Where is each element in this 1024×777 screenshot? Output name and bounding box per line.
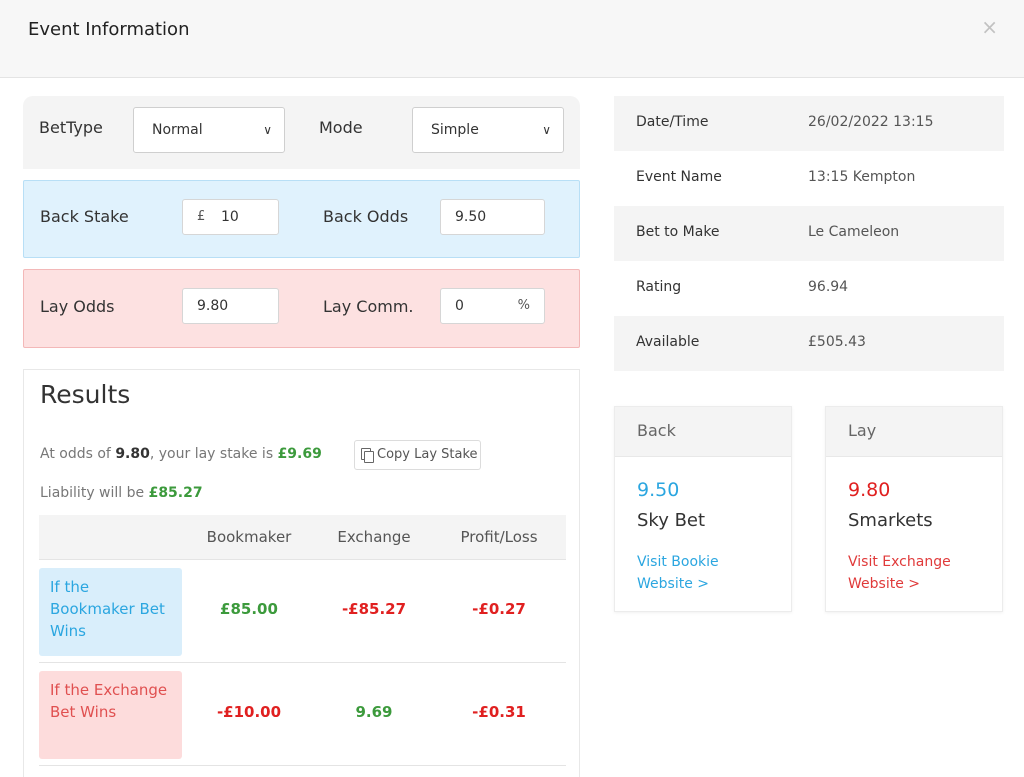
info-value: £505.43 [808,334,866,350]
lay-odds-value: 9.80 [197,298,229,314]
results-title: Results [40,380,131,409]
back-odds-label: Back Odds [323,207,409,226]
lay-card: Lay 9.80 Smarkets Visit Exchange Website… [825,406,1003,612]
lay-card-heading: Lay [826,407,1002,457]
currency-prefix: £ [197,209,206,224]
modal-header: Event Information × [0,0,1024,78]
row-label-bookmaker-wins: If the Bookmaker Bet Wins [39,568,182,656]
back-odds-input[interactable]: 9.50 [440,199,545,235]
profit-loss-cell: -£0.31 [472,703,526,721]
lay-comm-value: 0 [455,298,464,314]
chevron-down-icon: ∨ [263,123,272,137]
close-icon[interactable]: × [981,15,998,39]
back-stake-input[interactable]: £ 10 [182,199,279,235]
lay-odds-highlight: 9.80 [115,446,150,462]
lay-odds-input[interactable]: 9.80 [182,288,279,324]
info-value: Le Cameleon [808,224,900,240]
exchange-name: Smarkets [848,510,933,531]
summary-text: At odds of [40,446,116,462]
summary-text: , your lay stake is [149,446,278,462]
back-card-heading: Back [615,407,791,457]
back-odds-value: 9.50 [455,209,487,225]
back-bet-panel: Back Stake £ 10 Back Odds 9.50 [23,180,580,258]
results-table-header: Bookmaker Exchange Profit/Loss [39,515,566,560]
liability-summary: Liability will be £85.27 [40,485,203,501]
bookmaker-name: Sky Bet [637,510,706,531]
column-header: Exchange [337,528,411,546]
bookmaker-cell: -£10.00 [216,703,282,721]
info-value: 26/02/2022 13:15 [808,114,934,130]
back-card-odds: 9.50 [637,479,680,501]
event-info-table: Date/Time 26/02/2022 13:15 Event Name 13… [614,96,1004,371]
row-label-exchange-wins: If the Exchange Bet Wins [39,671,182,759]
modal-title: Event Information [28,19,190,40]
lay-stake-summary: At odds of 9.80, your lay stake is £9.69 [40,446,322,462]
info-key: Bet to Make [636,224,720,240]
copy-icon [361,448,374,463]
exchange-cell: -£85.27 [341,600,407,618]
info-value: 96.94 [808,279,849,295]
table-row: If the Exchange Bet Wins -£10.00 9.69 -£… [39,663,566,766]
column-header: Profit/Loss [460,528,538,546]
column-header: Bookmaker [206,528,292,546]
info-key: Date/Time [636,114,709,130]
info-row-event-name: Event Name 13:15 Kempton [614,151,1004,206]
mode-value: Simple [431,122,479,138]
copy-lay-stake-button[interactable]: Copy Lay Stake [354,440,481,470]
info-key: Event Name [636,169,722,185]
bet-type-select[interactable]: Normal ∨ [133,107,285,153]
copy-label: Copy Lay Stake [377,447,478,462]
table-row: If the Bookmaker Bet Wins £85.00 -£85.27… [39,560,566,663]
bet-type-value: Normal [152,122,203,138]
visit-bookie-link[interactable]: Visit Bookie Website > [637,554,719,592]
info-row-available: Available £505.43 [614,316,1004,371]
profit-loss-cell: -£0.27 [472,600,526,618]
info-value: 13:15 Kempton [808,169,916,185]
info-key: Rating [636,279,682,295]
info-row-datetime: Date/Time 26/02/2022 13:15 [614,96,1004,151]
chevron-down-icon: ∨ [542,123,551,137]
lay-comm-label: Lay Comm. [323,297,414,316]
info-row-rating: Rating 96.94 [614,261,1004,316]
mode-label: Mode [319,118,363,137]
info-row-bet-to-make: Bet to Make Le Cameleon [614,206,1004,261]
back-stake-value: 10 [221,209,239,225]
summary-text: Liability will be [40,485,149,501]
liability-value: £85.27 [148,485,203,501]
results-panel: Results At odds of 9.80, your lay stake … [23,369,580,777]
lay-comm-input[interactable]: 0 % [440,288,545,324]
percent-suffix: % [517,298,530,313]
bookmaker-cell: £85.00 [220,600,278,618]
lay-stake-value: £9.69 [277,446,322,462]
exchange-cell: 9.69 [355,703,393,721]
mode-select[interactable]: Simple ∨ [412,107,564,153]
info-key: Available [636,334,700,350]
lay-bet-panel: Lay Odds 9.80 Lay Comm. 0 % [23,269,580,348]
bet-type-label: BetType [39,118,103,137]
back-card: Back 9.50 Sky Bet Visit Bookie Website > [614,406,792,612]
bet-options-row: BetType Normal ∨ Mode Simple ∨ [23,96,580,169]
lay-odds-label: Lay Odds [40,297,115,316]
lay-card-odds: 9.80 [848,479,891,501]
visit-exchange-link[interactable]: Visit Exchange Website > [848,554,951,592]
back-stake-label: Back Stake [40,207,129,226]
